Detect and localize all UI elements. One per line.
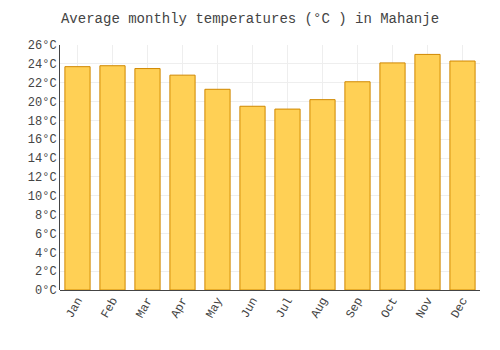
svg-text:20°C: 20°C <box>28 96 57 110</box>
svg-text:26°C: 26°C <box>28 39 57 53</box>
svg-text:18°C: 18°C <box>28 115 57 129</box>
svg-text:Average monthly temperatures (: Average monthly temperatures (°C ) in Ma… <box>61 11 439 27</box>
svg-text:May: May <box>203 295 226 321</box>
svg-text:8°C: 8°C <box>35 209 57 223</box>
svg-text:Jun: Jun <box>238 295 261 321</box>
svg-text:Jul: Jul <box>273 295 296 321</box>
svg-text:Oct: Oct <box>378 295 401 321</box>
svg-text:Sep: Sep <box>343 295 366 321</box>
svg-text:12°C: 12°C <box>28 171 57 185</box>
svg-text:6°C: 6°C <box>35 228 57 242</box>
svg-text:2°C: 2°C <box>35 265 57 279</box>
svg-text:Jan: Jan <box>63 295 86 321</box>
svg-text:Nov: Nov <box>413 295 436 321</box>
svg-text:10°C: 10°C <box>28 190 57 204</box>
svg-text:22°C: 22°C <box>28 77 57 91</box>
svg-text:Feb: Feb <box>98 295 121 321</box>
svg-text:4°C: 4°C <box>35 247 57 261</box>
svg-text:14°C: 14°C <box>28 152 57 166</box>
svg-text:Dec: Dec <box>448 295 471 321</box>
svg-text:Aug: Aug <box>308 295 331 321</box>
svg-text:16°C: 16°C <box>28 133 57 147</box>
svg-text:24°C: 24°C <box>28 58 57 72</box>
svg-text:0°C: 0°C <box>35 284 57 298</box>
svg-text:Apr: Apr <box>168 295 191 321</box>
svg-text:Mar: Mar <box>133 295 156 321</box>
